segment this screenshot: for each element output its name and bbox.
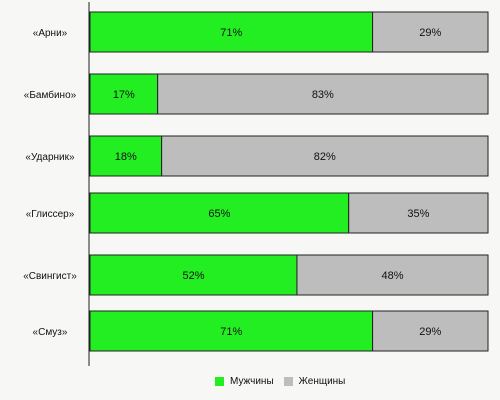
- legend-swatch-women: [283, 377, 293, 386]
- data-label-men: 71%: [220, 326, 242, 338]
- bar-segment-women: [157, 73, 489, 115]
- data-label-women: 29%: [419, 326, 441, 338]
- legend-label-men: Мужчины: [230, 376, 274, 387]
- data-label-women: 48%: [381, 270, 403, 282]
- category-label: «Смуз»: [33, 327, 68, 338]
- bar-segment-women: [296, 254, 489, 296]
- category-label: «Свингист»: [23, 271, 77, 282]
- bar-segment-women: [372, 11, 489, 53]
- data-label-women: 82%: [314, 151, 336, 163]
- legend-label-women: Женщины: [298, 376, 346, 387]
- bar-segment-men: [89, 254, 298, 296]
- data-label-men: 52%: [182, 270, 204, 282]
- bar-segment-women: [348, 192, 489, 234]
- category-label: «Бамбино»: [24, 89, 77, 101]
- legend: Мужчины Женщины: [215, 376, 345, 387]
- legend-swatch-men: [215, 377, 224, 386]
- legend-item-men: Мужчины: [215, 376, 274, 387]
- data-label-men: 65%: [208, 208, 230, 220]
- legend-item-women: Женщины: [283, 376, 346, 387]
- bars-group: 71% 29% 17% 83% 18% 82% 65% 35% 52% 48% 71% 29%: [89, 11, 489, 352]
- bar-segment-women: [372, 310, 489, 352]
- category-label: «Ударник»: [25, 152, 75, 163]
- bar-segment-men: [89, 73, 159, 115]
- data-label-women: 83%: [312, 89, 334, 101]
- bar-segment-men: [89, 310, 374, 352]
- data-label-men: 17%: [113, 89, 135, 101]
- category-labels: «Арни» «Бамбино» «Ударник» «Глиссер» «Свинги…: [23, 28, 77, 338]
- data-label-men: 18%: [115, 151, 137, 163]
- category-label: «Глиссер»: [26, 209, 75, 220]
- data-label-women: 35%: [407, 208, 429, 220]
- data-label-women: 29%: [419, 27, 441, 39]
- category-label: «Арни»: [33, 28, 68, 39]
- data-label-men: 71%: [220, 27, 242, 39]
- bar-segment-women: [161, 135, 489, 177]
